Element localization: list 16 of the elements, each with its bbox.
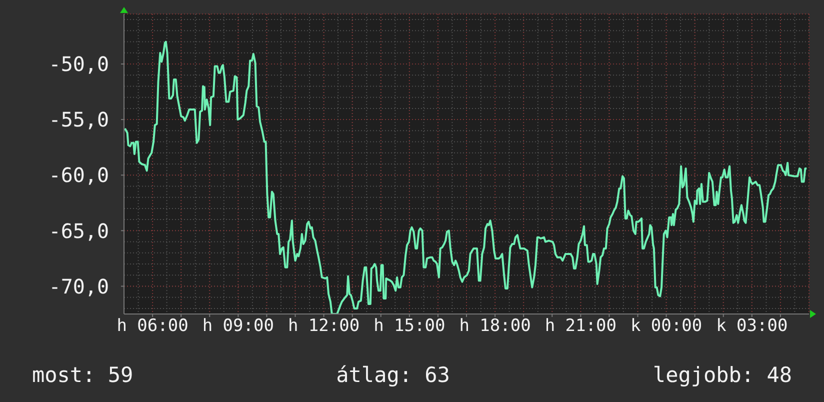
y-tick-label: -50,0 xyxy=(48,52,109,76)
x-tick-label: h 09:00 xyxy=(202,316,274,336)
x-tick-label: h 06:00 xyxy=(116,316,188,336)
text: átlag: 63 xyxy=(336,362,450,388)
y-tick-label: -60,0 xyxy=(48,163,109,188)
x-tick-label: h 18:00 xyxy=(459,316,531,336)
x-tick-label: h 15:00 xyxy=(374,316,446,336)
y-tick-label: -65,0 xyxy=(48,218,109,243)
x-tick-label: h 12:00 xyxy=(288,316,360,336)
text: legjobb: 48 xyxy=(652,362,792,388)
y-tick-label: -70,0 xyxy=(48,274,109,298)
x-tick-label: k 00:00 xyxy=(630,316,702,336)
x-tick-label: k 03:00 xyxy=(716,316,788,336)
y-tick-label: -55,0 xyxy=(48,108,109,132)
text: most: 59 xyxy=(32,362,134,388)
x-tick-label: h 21:00 xyxy=(544,316,616,336)
